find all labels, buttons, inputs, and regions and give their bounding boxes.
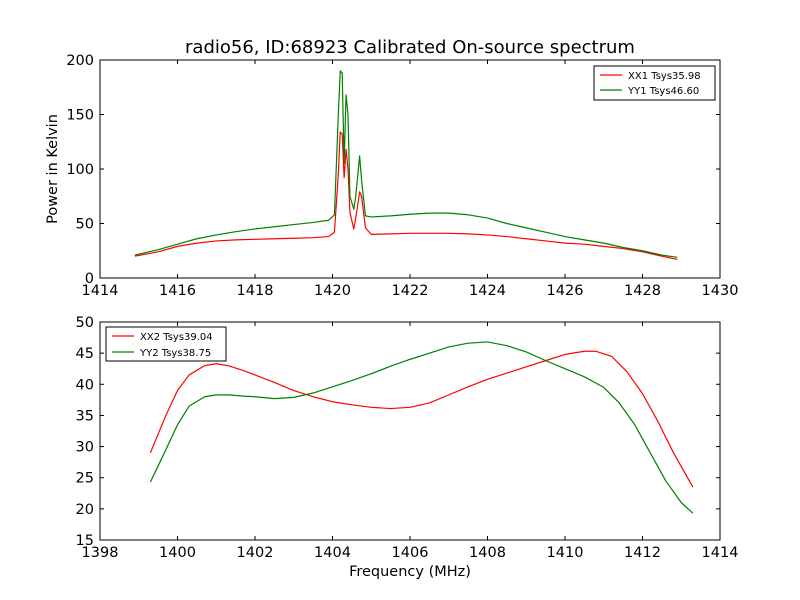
legend-label-yy1: YY1 Tsys46.60 bbox=[627, 86, 699, 97]
top-x-tick-label: 1426 bbox=[547, 283, 584, 299]
top-x-tick-label: 1422 bbox=[392, 283, 429, 299]
bottom-x-tick-label: 1402 bbox=[237, 545, 274, 561]
bottom-legend: XX2 Tsys39.04 YY2 Tsys38.75 bbox=[105, 326, 227, 362]
bottom-series-layer bbox=[149, 341, 694, 514]
top-series-line-0 bbox=[134, 131, 678, 261]
top-spectrum-panel: 1414 1416 1418 1420 1422 1424 1426 1428 1430 0 50 1… bbox=[45, 53, 738, 299]
top-x-tick-label: 1414 bbox=[82, 283, 119, 299]
bottom-x-tick-label: 1406 bbox=[392, 545, 429, 561]
top-ticks-layer: 1414 1416 1418 1420 1422 1424 1426 1428 1430 0 50 1… bbox=[66, 53, 738, 299]
bottom-y-tick-label: 45 bbox=[76, 346, 94, 362]
bottom-y-tick-label: 30 bbox=[76, 440, 94, 456]
bottom-x-tick-label: 1404 bbox=[314, 545, 351, 561]
legend-label-yy2: YY2 Tsys38.75 bbox=[139, 348, 211, 359]
bottom-ticks-layer: 1398 1400 1402 1404 1406 1408 1410 1412 1414 15 20… bbox=[76, 315, 739, 561]
bottom-series-line-1 bbox=[149, 341, 694, 514]
bottom-y-tick-label: 20 bbox=[76, 502, 94, 518]
bottom-y-tick-label: 15 bbox=[76, 533, 94, 549]
top-series-layer bbox=[134, 70, 678, 261]
top-legend: XX1 Tsys35.98 YY1 Tsys46.60 bbox=[593, 65, 716, 101]
legend-label-xx1: XX1 Tsys35.98 bbox=[628, 71, 701, 82]
bottom-y-tick-label: 50 bbox=[76, 315, 94, 331]
top-legend-box bbox=[593, 65, 716, 101]
figure-title: radio56, ID:68923 Calibrated On-source s… bbox=[185, 37, 635, 58]
bottom-x-tick-label: 1400 bbox=[159, 545, 196, 561]
top-y-tick-label: 0 bbox=[85, 271, 94, 287]
top-y-tick-label: 50 bbox=[76, 217, 94, 233]
top-series-line-1 bbox=[134, 70, 678, 258]
bottom-y-tick-label: 25 bbox=[76, 471, 94, 487]
bottom-x-tick-label: 1410 bbox=[547, 545, 584, 561]
top-x-tick-label: 1420 bbox=[314, 283, 351, 299]
bottom-x-tick-label: 1398 bbox=[82, 545, 119, 561]
top-y-tick-label: 200 bbox=[66, 53, 94, 69]
bottom-x-tick-label: 1412 bbox=[624, 545, 661, 561]
top-x-tick-label: 1424 bbox=[469, 283, 506, 299]
bottom-series-line-0 bbox=[149, 350, 694, 488]
top-y-tick-label: 150 bbox=[66, 108, 94, 124]
bottom-spectrum-panel: 1398 1400 1402 1404 1406 1408 1410 1412 1414 15 20… bbox=[76, 315, 739, 580]
bottom-y-tick-label: 40 bbox=[76, 377, 94, 393]
top-y-axis-label: Power in Kelvin bbox=[45, 114, 61, 224]
top-y-tick-label: 100 bbox=[66, 162, 94, 178]
legend-label-xx2: XX2 Tsys39.04 bbox=[140, 332, 213, 343]
top-x-tick-label: 1418 bbox=[237, 283, 274, 299]
bottom-x-tick-label: 1408 bbox=[469, 545, 506, 561]
bottom-y-tick-label: 35 bbox=[76, 408, 94, 424]
top-x-tick-label: 1428 bbox=[624, 283, 661, 299]
top-x-tick-label: 1430 bbox=[702, 283, 739, 299]
bottom-x-axis-label: Frequency (MHz) bbox=[349, 564, 471, 580]
top-x-tick-label: 1416 bbox=[159, 283, 196, 299]
bottom-x-tick-label: 1414 bbox=[702, 545, 739, 561]
bottom-legend-box bbox=[105, 326, 227, 362]
